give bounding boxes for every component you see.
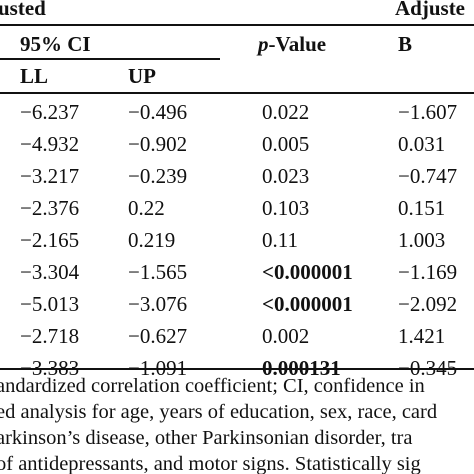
b-cell: −1.607 [398, 100, 458, 124]
b-cell: 0.031 [398, 132, 446, 156]
p-cell: 0.103 [262, 196, 310, 220]
b-cell: −2.092 [398, 292, 458, 316]
table-row: −3.217 −0.239 0.023 −0.747 [0, 160, 474, 192]
p-cell: 0.022 [262, 100, 310, 124]
rule-top [0, 24, 474, 26]
footnote-line: andardized correlation coefficient; CI, … [0, 375, 425, 397]
table-row: −2.718 −0.627 0.002 1.421 [0, 320, 474, 352]
b-cell: 1.003 [398, 228, 446, 252]
p-cell: 0.023 [262, 164, 310, 188]
rule-header-bottom [0, 92, 474, 94]
b-cell: 0.151 [398, 196, 446, 220]
ll-header: LL [20, 64, 49, 88]
ll-cell: −2.165 [20, 228, 80, 252]
footnote-line: ed analysis for age, years of education,… [0, 401, 438, 423]
footnote-line: arkinson’s disease, other Parkinsonian d… [0, 427, 413, 449]
up-cell: −0.627 [128, 324, 188, 348]
table-row: −4.932 −0.902 0.005 0.031 [0, 128, 474, 160]
up-cell: −1.565 [128, 260, 188, 284]
rule-bottom [0, 368, 474, 370]
up-header: UP [128, 64, 156, 88]
table-row: −5.013 −3.076 <0.000001 −2.092 [0, 288, 474, 320]
ll-cell: −6.237 [20, 100, 80, 124]
ll-cell: −2.376 [20, 196, 80, 220]
up-cell: 0.219 [128, 228, 176, 252]
ll-cell: −3.304 [20, 260, 80, 284]
up-cell: −3.076 [128, 292, 188, 316]
p-value-header: p-Value [258, 32, 326, 57]
p-cell: <0.000001 [262, 260, 353, 284]
b-header: B [398, 32, 413, 56]
up-cell: −0.902 [128, 132, 188, 156]
table-row: −2.376 0.22 0.103 0.151 [0, 192, 474, 224]
table-row: −2.165 0.219 0.11 1.003 [0, 224, 474, 256]
group-header-adjusted: Adjuste [395, 0, 466, 20]
up-cell: −0.239 [128, 164, 188, 188]
b-cell: −0.747 [398, 164, 458, 188]
group-header-unadjusted: usted [0, 0, 46, 20]
table-row: −3.304 −1.565 <0.000001 −1.169 [0, 256, 474, 288]
ll-cell: −2.718 [20, 324, 80, 348]
table-row: −6.237 −0.496 0.022 −1.607 [0, 96, 474, 128]
up-cell: −0.496 [128, 100, 188, 124]
ll-cell: −5.013 [20, 292, 80, 316]
p-cell: <0.000001 [262, 292, 353, 316]
footnote-line: of antidepressants, and motor signs. Sta… [0, 453, 421, 474]
rule-ci [0, 58, 220, 60]
p-cell: 0.11 [262, 228, 298, 252]
p-cell: 0.002 [262, 324, 310, 348]
ll-cell: −4.932 [20, 132, 80, 156]
ci-header: 95% CI [20, 32, 91, 56]
b-cell: 1.421 [398, 324, 446, 348]
ll-cell: −3.217 [20, 164, 80, 188]
up-cell: 0.22 [128, 196, 165, 220]
p-italic: p [258, 32, 269, 56]
b-cell: −1.169 [398, 260, 458, 284]
p-cell: 0.005 [262, 132, 310, 156]
p-value-rest: -Value [268, 32, 327, 56]
